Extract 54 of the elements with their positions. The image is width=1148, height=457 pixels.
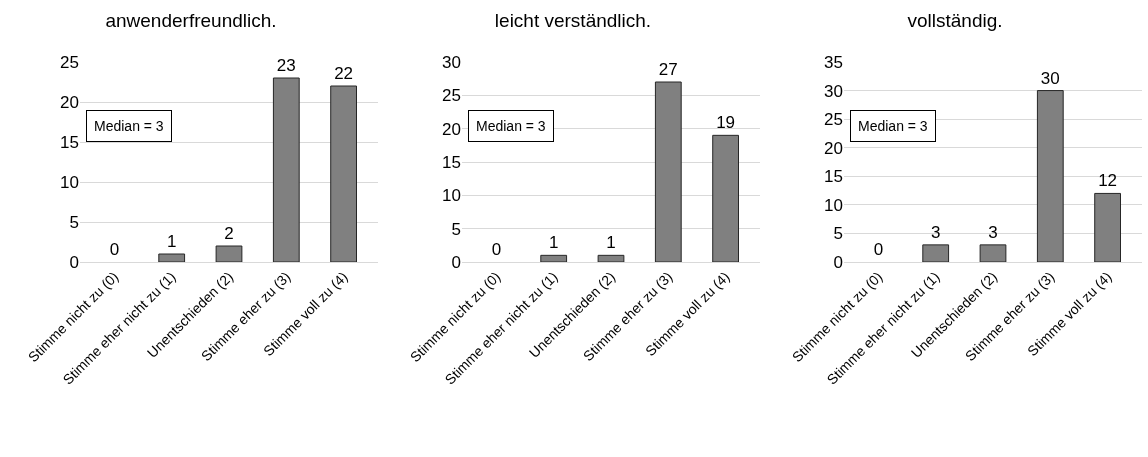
data-label: 1 — [606, 233, 616, 253]
data-label: 3 — [988, 222, 998, 242]
y-tick-label: 35 — [824, 52, 843, 72]
y-tick-label: 25 — [442, 86, 461, 106]
y-tick-label: 25 — [60, 52, 79, 72]
y-tick-label: 20 — [824, 138, 843, 158]
annotation: Median = 3 — [476, 118, 546, 134]
data-label: 2 — [224, 224, 234, 243]
bar — [215, 245, 243, 262]
bar — [272, 77, 300, 262]
bar — [1094, 192, 1122, 262]
chart-title: anwenderfreundlich. — [105, 10, 277, 32]
y-tick-label: 10 — [60, 172, 79, 192]
data-label: 30 — [1040, 68, 1060, 88]
data-label: 3 — [930, 222, 941, 242]
bar — [712, 134, 740, 262]
data-label: 19 — [716, 113, 736, 133]
y-tick-label: 30 — [824, 81, 843, 101]
chart-title: leicht verständlich. — [494, 10, 652, 32]
y-tick-label: 0 — [833, 252, 843, 272]
data-label: 12 — [1098, 171, 1118, 191]
y-tick-label: 0 — [69, 252, 79, 272]
data-label: 23 — [276, 56, 296, 75]
y-tick-label: 15 — [442, 152, 461, 172]
y-tick-label: 15 — [60, 132, 79, 152]
y-tick-label: 25 — [824, 110, 843, 130]
bar — [654, 81, 682, 262]
bar — [597, 254, 625, 262]
y-tick-label: 0 — [451, 252, 461, 272]
y-tick-label: 5 — [451, 219, 461, 239]
data-label: 0 — [873, 240, 884, 259]
data-label: 1 — [166, 232, 177, 251]
y-tick-label: 10 — [442, 186, 461, 206]
y-tick-label: 15 — [824, 167, 843, 187]
y-tick-label: 5 — [833, 224, 843, 244]
y-tick-label: 5 — [69, 212, 79, 232]
y-tick-label: 20 — [442, 119, 461, 139]
data-label: 1 — [548, 233, 559, 253]
bar — [540, 254, 568, 262]
y-tick-label: 30 — [442, 52, 461, 72]
annotation: Median = 3 — [858, 118, 928, 134]
y-tick-label: 20 — [60, 92, 79, 112]
chart-title: vollständig. — [907, 10, 1003, 32]
bar — [979, 244, 1007, 262]
bar — [922, 244, 950, 262]
bar — [330, 85, 358, 262]
bar — [158, 253, 186, 262]
bar — [1036, 90, 1064, 262]
data-label: 27 — [658, 60, 678, 79]
data-label: 22 — [334, 64, 354, 83]
data-label: 0 — [109, 240, 120, 259]
annotation: Median = 3 — [94, 118, 164, 134]
data-label: 0 — [491, 240, 502, 259]
y-tick-label: 10 — [824, 195, 843, 215]
